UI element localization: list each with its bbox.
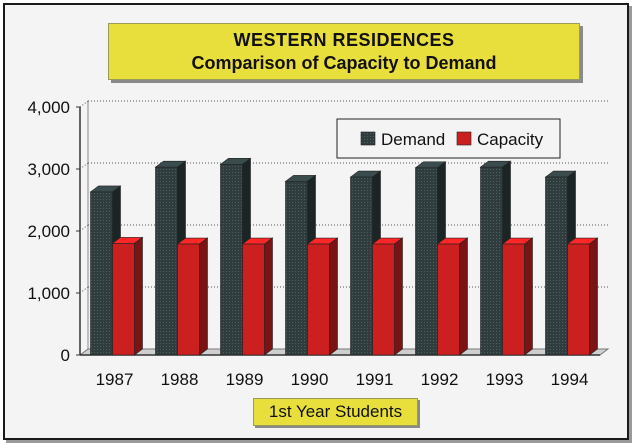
capacity-bar-front	[502, 243, 525, 356]
demand-bar-front	[480, 166, 503, 356]
bars	[89, 157, 599, 356]
x-tick-label: 1989	[226, 370, 264, 389]
capacity-bar	[176, 237, 209, 356]
x-tick-label: 1988	[161, 370, 199, 389]
capacity-bar	[436, 237, 469, 356]
capacity-bar-front	[437, 243, 460, 356]
demand-bar-front	[285, 181, 308, 356]
capacity-bar-front	[567, 243, 590, 356]
legend-swatch-capacity	[456, 131, 472, 146]
demand-bar-front	[155, 166, 178, 356]
capacity-bar-side	[524, 237, 533, 356]
legend-label-capacity: Capacity	[477, 130, 544, 149]
gridline-side	[79, 100, 89, 108]
legend-label-demand: Demand	[381, 130, 445, 149]
capacity-bar-side	[264, 237, 273, 356]
capacity-bar	[501, 237, 534, 356]
demand-bar	[349, 170, 382, 356]
x-axis-label: 1st Year Students	[253, 398, 418, 426]
capacity-bar	[306, 237, 339, 356]
demand-bar-front	[545, 176, 568, 356]
capacity-bar-front	[372, 243, 395, 356]
y-tick-label: 1,000	[27, 284, 70, 303]
demand-bar-front	[350, 176, 373, 356]
y-tick-label: 2,000	[27, 222, 70, 241]
x-tick-label: 1994	[551, 370, 589, 389]
demand-bar-front	[415, 167, 438, 356]
x-axis-ticks: 1987 1988 1989 1990 1991 1992 1993 1994	[96, 370, 589, 389]
capacity-bar	[111, 236, 144, 356]
capacity-bar-side	[134, 236, 143, 356]
capacity-bar-side	[394, 237, 403, 356]
chart-subtitle: Comparison of Capacity to Demand	[191, 53, 497, 73]
chart-title-panel: WESTERN RESIDENCES Comparison of Capacit…	[108, 23, 580, 80]
gridline-side	[79, 162, 89, 170]
capacity-bar	[566, 237, 599, 356]
y-tick-label: 0	[61, 346, 70, 365]
capacity-bar-side	[199, 237, 208, 356]
legend-swatch-demand	[360, 131, 376, 146]
gridline-side	[79, 286, 89, 294]
capacity-bar	[371, 237, 404, 356]
capacity-bar	[241, 237, 274, 356]
x-tick-label: 1992	[421, 370, 459, 389]
x-tick-label: 1991	[356, 370, 394, 389]
x-tick-label: 1987	[96, 370, 134, 389]
capacity-bar-front	[242, 243, 265, 356]
demand-bar-front	[90, 191, 113, 356]
legend: Demand Capacity	[336, 118, 561, 159]
y-axis-ticks: 0 1,000 2,000 3,000 4,000	[27, 98, 80, 365]
gridline-side	[79, 224, 89, 232]
demand-bar-front	[220, 164, 243, 356]
capacity-bar-front	[307, 243, 330, 356]
capacity-bar-front	[112, 243, 135, 356]
x-tick-label: 1990	[291, 370, 329, 389]
capacity-bar-front	[177, 243, 200, 356]
chart-title: WESTERN RESIDENCES	[233, 30, 455, 50]
y-tick-label: 3,000	[27, 160, 70, 179]
capacity-bar-side	[329, 237, 338, 356]
x-tick-label: 1993	[486, 370, 524, 389]
y-tick-label: 4,000	[27, 98, 70, 117]
capacity-bar-side	[589, 237, 598, 356]
capacity-bar-side	[459, 237, 468, 356]
